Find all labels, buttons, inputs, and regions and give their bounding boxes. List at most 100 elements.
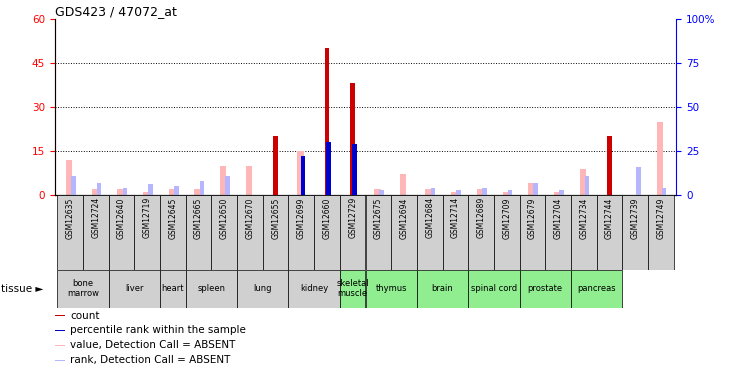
Bar (55, 360, 65, 361)
Text: GSM12650: GSM12650 (220, 197, 229, 238)
Text: GSM12665: GSM12665 (194, 197, 203, 238)
Text: GSM12734: GSM12734 (579, 197, 588, 238)
Text: GSM12679: GSM12679 (528, 197, 537, 238)
Bar (648, 195, 673, 270)
Text: GSM12684: GSM12684 (425, 197, 434, 238)
Bar (417, 270, 468, 308)
Bar (300, 156, 306, 195)
Bar (123, 188, 127, 195)
Text: GSM12660: GSM12660 (322, 197, 331, 238)
Bar (379, 190, 384, 195)
Bar (400, 174, 406, 195)
Bar (186, 270, 237, 308)
Text: GSM12724: GSM12724 (91, 197, 100, 238)
Text: GSM12709: GSM12709 (502, 197, 511, 238)
Bar (55, 330, 65, 331)
Bar (118, 189, 124, 195)
Bar (289, 195, 314, 270)
Bar (160, 195, 186, 270)
Bar (545, 195, 571, 270)
Text: GSM12699: GSM12699 (297, 197, 306, 238)
Text: lung: lung (254, 284, 272, 293)
Bar (148, 184, 153, 195)
Text: prostate: prostate (528, 284, 563, 293)
Bar (220, 166, 227, 195)
Text: GSM12749: GSM12749 (656, 197, 665, 238)
Bar (571, 270, 622, 308)
Text: thymus: thymus (376, 284, 407, 293)
Bar (534, 183, 538, 195)
Bar (585, 176, 589, 195)
Text: bone
marrow: bone marrow (67, 279, 99, 298)
Bar (55, 315, 65, 316)
Bar (352, 144, 357, 195)
Text: GSM12635: GSM12635 (66, 197, 75, 238)
Bar (391, 195, 417, 270)
Bar (340, 270, 366, 308)
Bar (169, 189, 175, 195)
Text: GSM12694: GSM12694 (400, 197, 409, 238)
Bar (494, 195, 520, 270)
Bar (451, 192, 458, 195)
Text: percentile rank within the sample: percentile rank within the sample (70, 326, 246, 336)
Bar (636, 167, 640, 195)
Text: rank, Detection Call = ABSENT: rank, Detection Call = ABSENT (70, 355, 231, 365)
Bar (135, 195, 160, 270)
Text: GSM12719: GSM12719 (143, 197, 152, 238)
Text: skeletal
muscle: skeletal muscle (336, 279, 369, 298)
Bar (314, 195, 340, 270)
Bar (143, 192, 149, 195)
Bar (417, 195, 442, 270)
Text: spleen: spleen (197, 284, 225, 293)
Text: liver: liver (125, 284, 144, 293)
Text: pancreas: pancreas (577, 284, 616, 293)
Bar (607, 136, 612, 195)
Bar (559, 190, 564, 195)
Bar (246, 166, 252, 195)
Bar (350, 83, 355, 195)
Bar (442, 195, 468, 270)
Bar (571, 195, 596, 270)
Bar (109, 195, 135, 270)
Bar (431, 188, 435, 195)
Bar (520, 195, 545, 270)
Bar (366, 270, 417, 308)
Bar (237, 195, 263, 270)
Text: tissue ►: tissue ► (1, 284, 44, 294)
Bar (622, 195, 648, 270)
Bar (374, 189, 381, 195)
Bar (97, 183, 102, 195)
Text: GSM12714: GSM12714 (451, 197, 460, 238)
Text: GSM12744: GSM12744 (605, 197, 614, 238)
Bar (580, 169, 586, 195)
Text: GDS423 / 47072_at: GDS423 / 47072_at (55, 4, 177, 18)
Bar (529, 183, 534, 195)
Bar (482, 188, 487, 195)
Bar (58, 270, 109, 308)
Bar (468, 195, 494, 270)
Text: count: count (70, 310, 100, 321)
Bar (83, 195, 109, 270)
Bar (340, 195, 366, 270)
Bar (66, 160, 72, 195)
Text: GSM12675: GSM12675 (374, 197, 383, 238)
Bar (174, 186, 178, 195)
Text: brain: brain (431, 284, 453, 293)
Bar (297, 151, 303, 195)
Bar (237, 270, 289, 308)
Bar (656, 122, 663, 195)
Bar (72, 176, 76, 195)
Text: GSM12739: GSM12739 (631, 197, 640, 238)
Bar (91, 189, 98, 195)
Bar (468, 270, 520, 308)
Bar (160, 270, 186, 308)
Text: GSM12655: GSM12655 (271, 197, 280, 238)
Text: GSM12645: GSM12645 (168, 197, 178, 238)
Text: GSM12670: GSM12670 (246, 197, 254, 238)
Bar (225, 176, 230, 195)
Bar (366, 195, 391, 270)
Bar (186, 195, 211, 270)
Text: heart: heart (162, 284, 184, 293)
Text: value, Detection Call = ABSENT: value, Detection Call = ABSENT (70, 340, 235, 350)
Text: GSM12729: GSM12729 (348, 197, 357, 238)
